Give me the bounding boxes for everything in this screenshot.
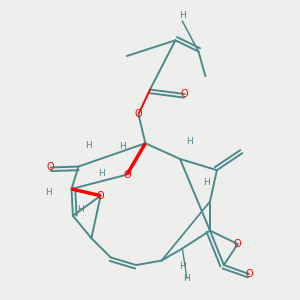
Text: O: O — [97, 191, 104, 201]
Text: H: H — [184, 274, 190, 283]
Text: H: H — [45, 188, 52, 197]
Text: O: O — [245, 269, 253, 279]
Text: H: H — [77, 205, 84, 214]
Text: O: O — [234, 239, 242, 249]
Text: O: O — [181, 89, 188, 99]
Text: O: O — [135, 109, 142, 119]
Text: H: H — [179, 11, 186, 20]
Text: O: O — [123, 169, 131, 180]
Text: H: H — [179, 262, 186, 271]
Text: H: H — [85, 141, 92, 150]
Text: H: H — [203, 178, 210, 187]
Text: H: H — [186, 136, 193, 146]
Text: H: H — [98, 169, 105, 178]
Text: O: O — [47, 163, 55, 172]
Text: H: H — [119, 142, 126, 151]
